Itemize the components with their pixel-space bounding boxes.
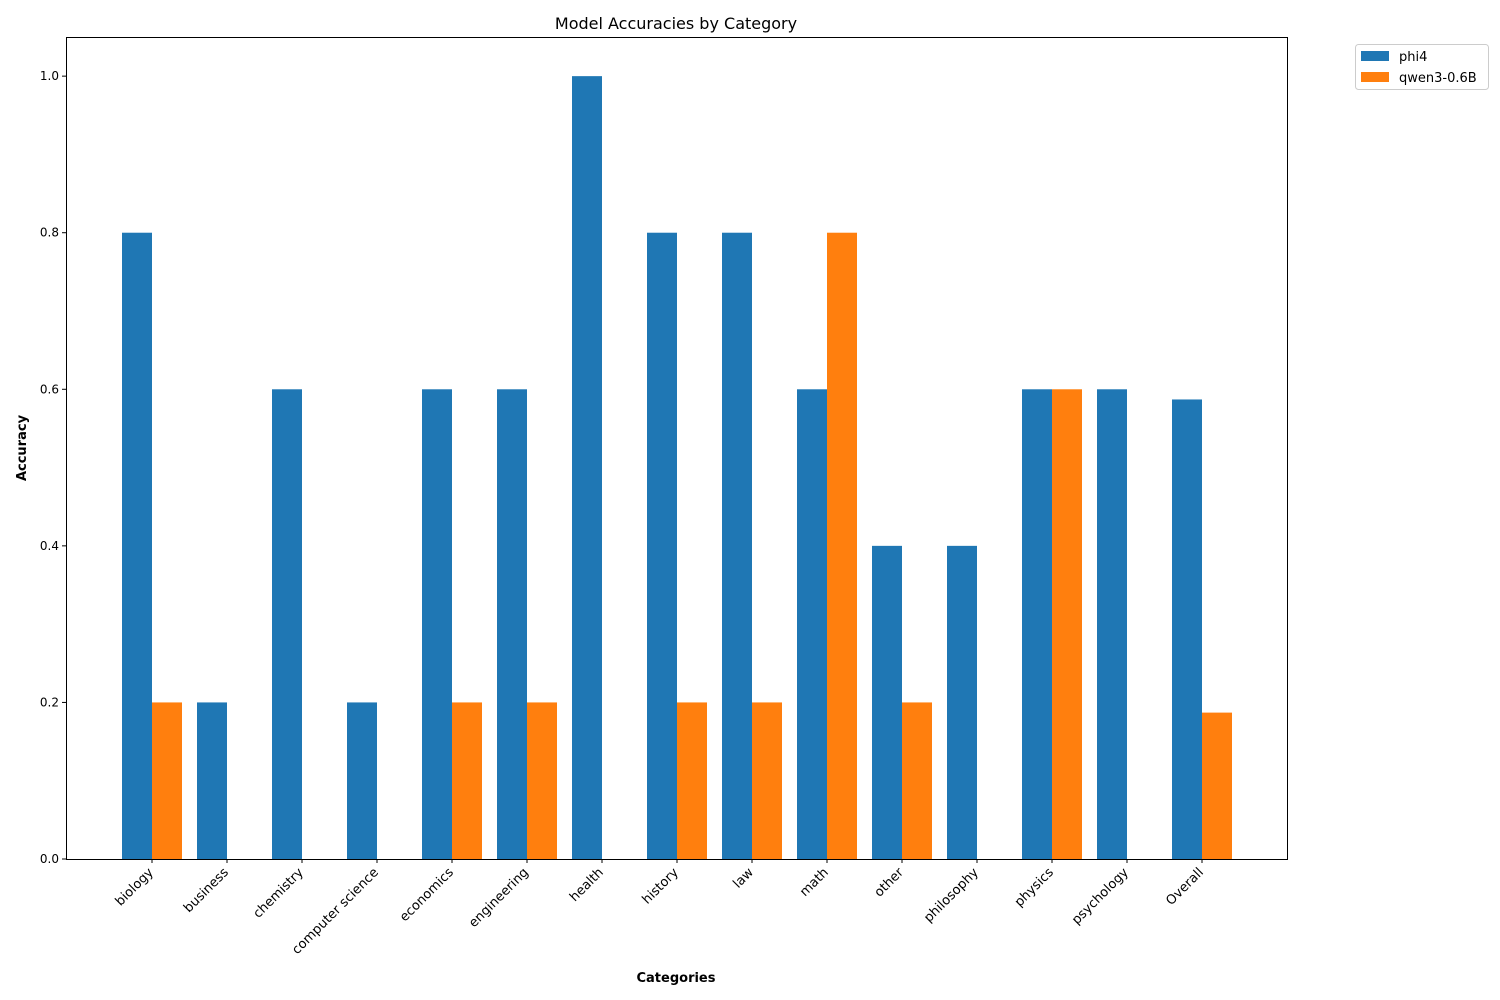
x-tick-label: chemistry bbox=[251, 865, 307, 921]
bar-phi4-health bbox=[572, 76, 602, 859]
bar-phi4-physics bbox=[1022, 389, 1052, 859]
x-tick-label: other bbox=[872, 865, 908, 901]
bar-phi4-computer-science bbox=[347, 702, 377, 859]
bar-qwen3-0.6B-Overall bbox=[1202, 712, 1232, 859]
bar-qwen3-0.6B-math bbox=[827, 232, 857, 859]
bar-phi4-history bbox=[647, 232, 677, 859]
x-tick-label: Overall bbox=[1163, 865, 1206, 908]
chart-title: Model Accuracies by Category bbox=[555, 14, 797, 33]
bar-phi4-psychology bbox=[1097, 389, 1127, 859]
x-tick-label: engineering bbox=[466, 865, 532, 931]
legend-label-phi4: phi4 bbox=[1399, 50, 1427, 65]
y-tick-label: 0.8 bbox=[40, 226, 59, 240]
x-tick-label: math bbox=[797, 865, 832, 900]
x-tick-label: psychology bbox=[1069, 865, 1132, 928]
bar-qwen3-0.6B-economics bbox=[452, 702, 482, 859]
y-tick-label: 0.2 bbox=[40, 695, 59, 709]
x-tick-label: philosophy bbox=[921, 865, 982, 926]
y-tick-label: 1.0 bbox=[40, 69, 59, 83]
legend-swatch-qwen3 bbox=[1361, 72, 1389, 82]
legend-swatch-phi4 bbox=[1361, 51, 1389, 61]
bar-phi4-business bbox=[197, 702, 227, 859]
x-tick-label: law bbox=[731, 865, 758, 892]
x-tick-label: economics bbox=[397, 865, 457, 925]
y-tick-label: 0.4 bbox=[40, 539, 59, 553]
bar-qwen3-0.6B-law bbox=[752, 702, 782, 859]
bar-qwen3-0.6B-history bbox=[677, 702, 707, 859]
bar-qwen3-0.6B-biology bbox=[152, 702, 182, 859]
bar-phi4-math bbox=[797, 389, 827, 859]
bar-phi4-economics bbox=[422, 389, 452, 859]
bar-phi4-philosophy bbox=[947, 545, 977, 859]
x-tick-label: biology bbox=[113, 865, 157, 909]
bar-qwen3-0.6B-other bbox=[902, 702, 932, 859]
bar-qwen3-0.6B-engineering bbox=[527, 702, 557, 859]
x-axis-label: Categories bbox=[636, 971, 715, 986]
x-tick-label: health bbox=[567, 865, 607, 905]
bar-phi4-law bbox=[722, 232, 752, 859]
x-tick-label: physics bbox=[1012, 865, 1057, 910]
bars-group bbox=[122, 76, 1232, 859]
bar-phi4-Overall bbox=[1172, 399, 1202, 859]
bar-qwen3-0.6B-physics bbox=[1052, 389, 1082, 859]
bar-phi4-biology bbox=[122, 232, 152, 859]
legend: phi4 qwen3-0.6B bbox=[1355, 44, 1489, 90]
legend-label-qwen3: qwen3-0.6B bbox=[1399, 71, 1477, 86]
y-tick-label: 0.0 bbox=[40, 852, 59, 866]
bar-phi4-other bbox=[872, 545, 902, 859]
bar-phi4-engineering bbox=[497, 389, 527, 859]
x-tick-label: business bbox=[181, 865, 232, 916]
y-tick-label: 0.6 bbox=[40, 382, 59, 396]
x-tick-label: history bbox=[640, 865, 682, 907]
plot-frame bbox=[66, 37, 1288, 860]
bar-phi4-chemistry bbox=[272, 389, 302, 859]
y-axis-ticks: 0.0 0.2 0.4 0.6 0.8 1.0 bbox=[40, 69, 66, 866]
y-axis-label: Accuracy bbox=[15, 414, 30, 481]
